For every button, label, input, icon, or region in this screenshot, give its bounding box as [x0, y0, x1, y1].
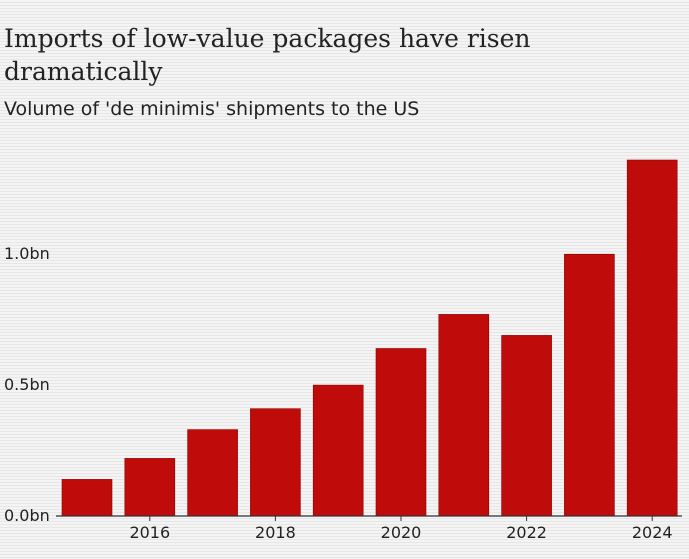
bar-2024 [626, 159, 678, 517]
bar-2020 [375, 348, 427, 517]
y-axis-ticks: 0.0bn 0.5bn 1.0bn [4, 244, 50, 525]
bar-2023 [564, 253, 615, 517]
bar-2019 [312, 384, 364, 517]
x-tick-label: 2018 [255, 523, 296, 542]
x-axis-ticks: 2016 2018 2020 2022 2024 [129, 516, 673, 542]
bar-2021 [438, 314, 490, 517]
x-tick-label: 2016 [129, 523, 170, 542]
y-tick-label: 1.0bn [4, 244, 50, 263]
bar-2018 [250, 408, 301, 517]
bar-2017 [187, 429, 238, 517]
bar-2015 [61, 479, 113, 517]
bar-2016 [124, 458, 176, 517]
x-tick-label: 2024 [632, 523, 673, 542]
y-tick-label: 0.0bn [4, 506, 50, 525]
y-tick-label: 0.5bn [4, 375, 50, 394]
x-tick-label: 2022 [506, 523, 547, 542]
x-tick-label: 2020 [381, 523, 422, 542]
chart-subtitle: Volume of 'de minimis' shipments to the … [4, 98, 420, 120]
chart-title: Imports of low-value packages have risen… [4, 24, 531, 86]
bars-group [61, 159, 678, 517]
bar-2022 [501, 335, 552, 517]
